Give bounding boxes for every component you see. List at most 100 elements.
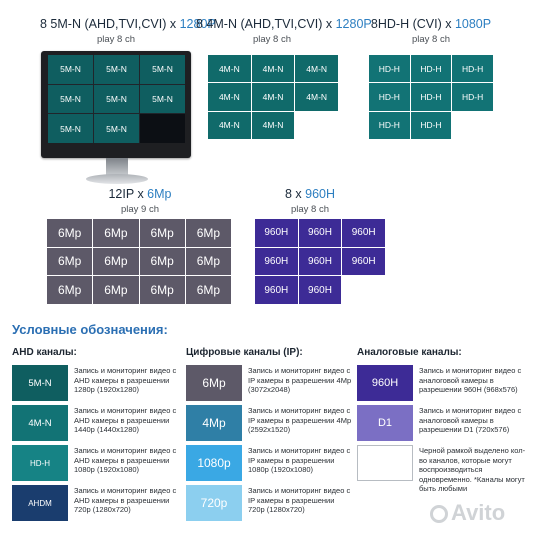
channel-tile: 6Mp <box>185 219 231 247</box>
group-5m-title-res: 1280P <box>179 17 216 31</box>
avito-watermark-text: Avito <box>451 500 506 525</box>
channel-tile: 4M-N <box>295 55 338 83</box>
legend-ahd-hd-swatch: HD-H <box>12 445 68 481</box>
channel-tile: 6Mp <box>47 247 93 276</box>
group-4m-title: 8 4M-N (AHD,TVI,CVI) x 1280P <box>196 17 372 31</box>
channel-tile: 960H <box>342 219 385 247</box>
channel-tile: HD-H <box>410 55 452 83</box>
channel-tile: 5M-N <box>48 55 93 84</box>
legend-frame-desc: Черной рамкой выделено кол-во каналов, к… <box>419 446 526 493</box>
legend-ahd-hd-desc: Запись и мониторинг видео с AHD камеры в… <box>74 446 177 474</box>
channel-tile: 960H <box>298 247 342 276</box>
legend-ip-6mp-swatch: 6Mp <box>186 365 242 401</box>
group-960-grid: 960H 960H 960H 960H 960H 960H 960H 960H <box>255 219 385 304</box>
group-8hd-title-res: 1080P <box>454 17 492 31</box>
channel-tile: 4M-N <box>295 83 338 111</box>
legend-analog-d1-swatch: D1 <box>357 405 413 441</box>
channel-tile: 6Mp <box>93 247 139 276</box>
group-960-title-res: 960H <box>305 187 336 201</box>
channel-tile: HD-H <box>452 55 493 83</box>
channel-tile: 5M-N <box>94 114 139 143</box>
channel-tile: 960H <box>255 219 298 247</box>
group-12ip-title-res: 6Mp <box>147 187 172 201</box>
channel-tile: 5M-N <box>140 84 185 114</box>
legend-ahd-ahdm-desc: Запись и мониторинг видео с AHD камеры в… <box>74 486 177 514</box>
channel-tile: 6Mp <box>185 247 231 276</box>
channel-tile: 6Mp <box>47 219 93 247</box>
channel-tile: 6Mp <box>139 219 185 247</box>
channel-tile: HD-H <box>452 83 493 111</box>
group-8hd-grid: HD-H HD-H HD-H HD-H HD-H HD-H HD-H HD-H <box>369 55 493 139</box>
channel-tile: 4M-N <box>251 55 295 83</box>
legend-ip-720p-swatch: 720p <box>186 485 242 521</box>
channel-tile: 960H <box>342 247 385 276</box>
group-960-title: 8 x 960H <box>250 187 370 201</box>
channel-tile: 5M-N <box>140 55 185 84</box>
group-960-subtitle: play 8 ch <box>290 204 330 215</box>
channel-tile: 4M-N <box>208 111 251 139</box>
legend-ahd-4m-desc: Запись и мониторинг видео с AHD камеры в… <box>74 406 177 434</box>
group-4m-grid: 4M-N 4M-N 4M-N 4M-N 4M-N 4M-N 4M-N 4M-N <box>208 55 338 139</box>
legend-ip-4mp-desc: Запись и мониторинг видео с IP камеры в … <box>248 406 352 434</box>
group-4m-title-res: 1280P <box>335 17 372 31</box>
legend-ip-heading: Цифровые каналы (IP): <box>186 347 303 358</box>
legend-ahd-4m-swatch: 4M-N <box>12 405 68 441</box>
legend-ip-1080p-swatch: 1080p <box>186 445 242 481</box>
channel-tile: 960H <box>255 276 298 304</box>
group-4m-subtitle: play 8 ch <box>252 34 292 45</box>
channel-tile: 6Mp <box>139 276 185 304</box>
channel-tile: 4M-N <box>208 83 251 111</box>
legend-ahd-ahdm-swatch: AHDM <box>12 485 68 521</box>
legend-analog-heading: Аналоговые каналы: <box>357 347 462 358</box>
channel-tile: HD-H <box>410 111 452 139</box>
legend-ip-6mp-desc: Запись и мониторинг видео с IP камеры в … <box>248 366 352 394</box>
group-5m-subtitle: play 8 ch <box>96 34 136 45</box>
legend-ip-720p-desc: Запись и мониторинг видео с IP камеры в … <box>248 486 351 514</box>
group-5m-grid: 5M-N 5M-N 5M-N 5M-N 5M-N 5M-N 5M-N 5M-N <box>48 55 185 143</box>
monitor-base <box>86 174 148 184</box>
group-12ip-subtitle: play 9 ch <box>120 204 160 215</box>
channel-tile: HD-H <box>410 83 452 111</box>
channel-tile: 960H <box>255 247 298 276</box>
group-960-title-text: 8 x <box>284 187 306 201</box>
channel-tile: 6Mp <box>185 276 231 304</box>
legend-analog-960h-swatch: 960H <box>357 365 413 401</box>
channel-tile: 5M-N <box>48 84 93 114</box>
channel-tile: HD-H <box>369 83 410 111</box>
legend-frame-swatch <box>357 445 413 481</box>
group-8hd-title-text: 8HD-H (CVI) x <box>370 17 455 31</box>
monitor-stand <box>106 158 128 176</box>
group-4m-title-text: 8 4M-N (AHD,TVI,CVI) x <box>196 17 336 31</box>
channel-tile: 5M-N <box>48 114 93 143</box>
channel-tile: 6Mp <box>47 276 93 304</box>
group-12ip-title-text: 12IP x <box>108 187 148 201</box>
channel-tile: 6Mp <box>93 219 139 247</box>
group-5m-title-text: 8 5M-N (AHD,TVI,CVI) x <box>40 17 180 31</box>
legend-analog-d1-desc: Запись и мониторинг видео с аналоговой к… <box>419 406 522 434</box>
channel-tile: 960H <box>298 219 342 247</box>
channel-tile: 4M-N <box>208 55 251 83</box>
channel-tile: 4M-N <box>251 83 295 111</box>
channel-tile-empty <box>140 114 185 143</box>
group-12ip-title: 12IP x 6Mp <box>80 187 200 201</box>
channel-tile: 960H <box>298 276 342 304</box>
avito-logo-icon <box>430 505 448 524</box>
channel-tile: 5M-N <box>94 55 139 84</box>
legend-analog-960h-desc: Запись и мониторинг видео с аналоговой к… <box>419 366 522 394</box>
channel-tile: HD-H <box>369 55 410 83</box>
legend-ahd-heading: AHD каналы: <box>12 347 77 358</box>
legend-ahd-5m-desc: Запись и мониторинг видео с AHD камеры в… <box>74 366 177 394</box>
group-12ip-grid: 6Mp 6Mp 6Mp 6Mp 6Mp 6Mp 6Mp 6Mp 6Mp 6Mp … <box>47 219 231 304</box>
group-8hd-title: 8HD-H (CVI) x 1080P <box>366 17 496 31</box>
legend-ip-4mp-swatch: 4Mp <box>186 405 242 441</box>
channel-tile: 6Mp <box>93 276 139 304</box>
group-5m-title: 8 5M-N (AHD,TVI,CVI) x 1280P <box>40 17 216 31</box>
group-8hd-subtitle: play 8 ch <box>411 34 451 45</box>
channel-tile: 5M-N <box>94 84 139 114</box>
legend-ip-1080p-desc: Запись и мониторинг видео с IP камеры в … <box>248 446 351 474</box>
channel-tile: HD-H <box>369 111 410 139</box>
channel-tile: 4M-N <box>251 111 295 139</box>
avito-watermark: Avito <box>430 500 505 526</box>
legend-heading: Условные обозначения: <box>12 322 168 337</box>
legend-ahd-5m-swatch: 5M-N <box>12 365 68 401</box>
